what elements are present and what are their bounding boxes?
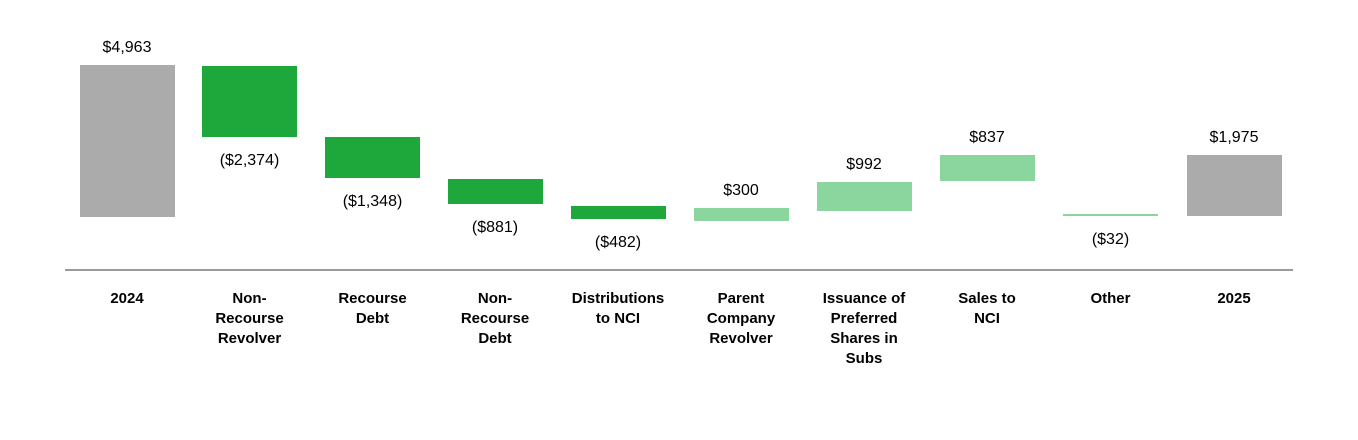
bar-distributions-to-nci xyxy=(570,206,666,219)
bar-2025 xyxy=(1186,155,1282,216)
axis-label-recourse-debt: Recourse Debt xyxy=(338,290,407,327)
value-label-non-recourse-revolver: ($2,374) xyxy=(219,152,280,169)
axis-label-2024: 2024 xyxy=(110,290,144,307)
axis-label-distributions-to-nci: Distributions to NCI xyxy=(571,290,665,327)
bar-parent-company-revolver xyxy=(693,208,789,221)
bar-other xyxy=(1063,214,1158,216)
value-label-parent-company-revolver: $300 xyxy=(723,182,759,199)
value-label-other: ($32) xyxy=(1091,231,1130,248)
axis-label-sales-to-nci: Sales to NCI xyxy=(958,290,1016,327)
bar-2024 xyxy=(79,65,175,217)
bar-issuance-of-preferred-shares-in-subs xyxy=(816,182,912,211)
value-label-distributions-to-nci: ($482) xyxy=(594,234,642,251)
axis-label-other: Other xyxy=(1090,290,1131,307)
value-label-2025: $1,975 xyxy=(1209,129,1259,146)
bar-non-recourse-revolver xyxy=(202,66,297,137)
bar-sales-to-nci xyxy=(939,155,1035,181)
x-axis-line xyxy=(65,269,1293,271)
value-label-issuance-of-preferred-shares-in-subs: $992 xyxy=(846,156,882,173)
axis-label-parent-company-revolver: Parent Company Revolver xyxy=(706,290,776,347)
axis-label-non-recourse-debt: Non- Recourse Debt xyxy=(460,290,530,347)
value-label-2024: $4,963 xyxy=(102,39,152,56)
axis-label-2025: 2025 xyxy=(1217,290,1251,307)
axis-label-issuance-of-preferred-shares-in-subs: Issuance of Preferred Shares in Subs xyxy=(822,290,906,367)
bar-recourse-debt xyxy=(325,137,420,178)
value-label-sales-to-nci: $837 xyxy=(969,129,1005,146)
value-label-non-recourse-debt: ($881) xyxy=(471,219,519,236)
bar-non-recourse-debt xyxy=(447,179,543,204)
value-label-recourse-debt: ($1,348) xyxy=(342,193,403,210)
axis-label-non-recourse-revolver: Non- Recourse Revolver xyxy=(215,290,284,347)
